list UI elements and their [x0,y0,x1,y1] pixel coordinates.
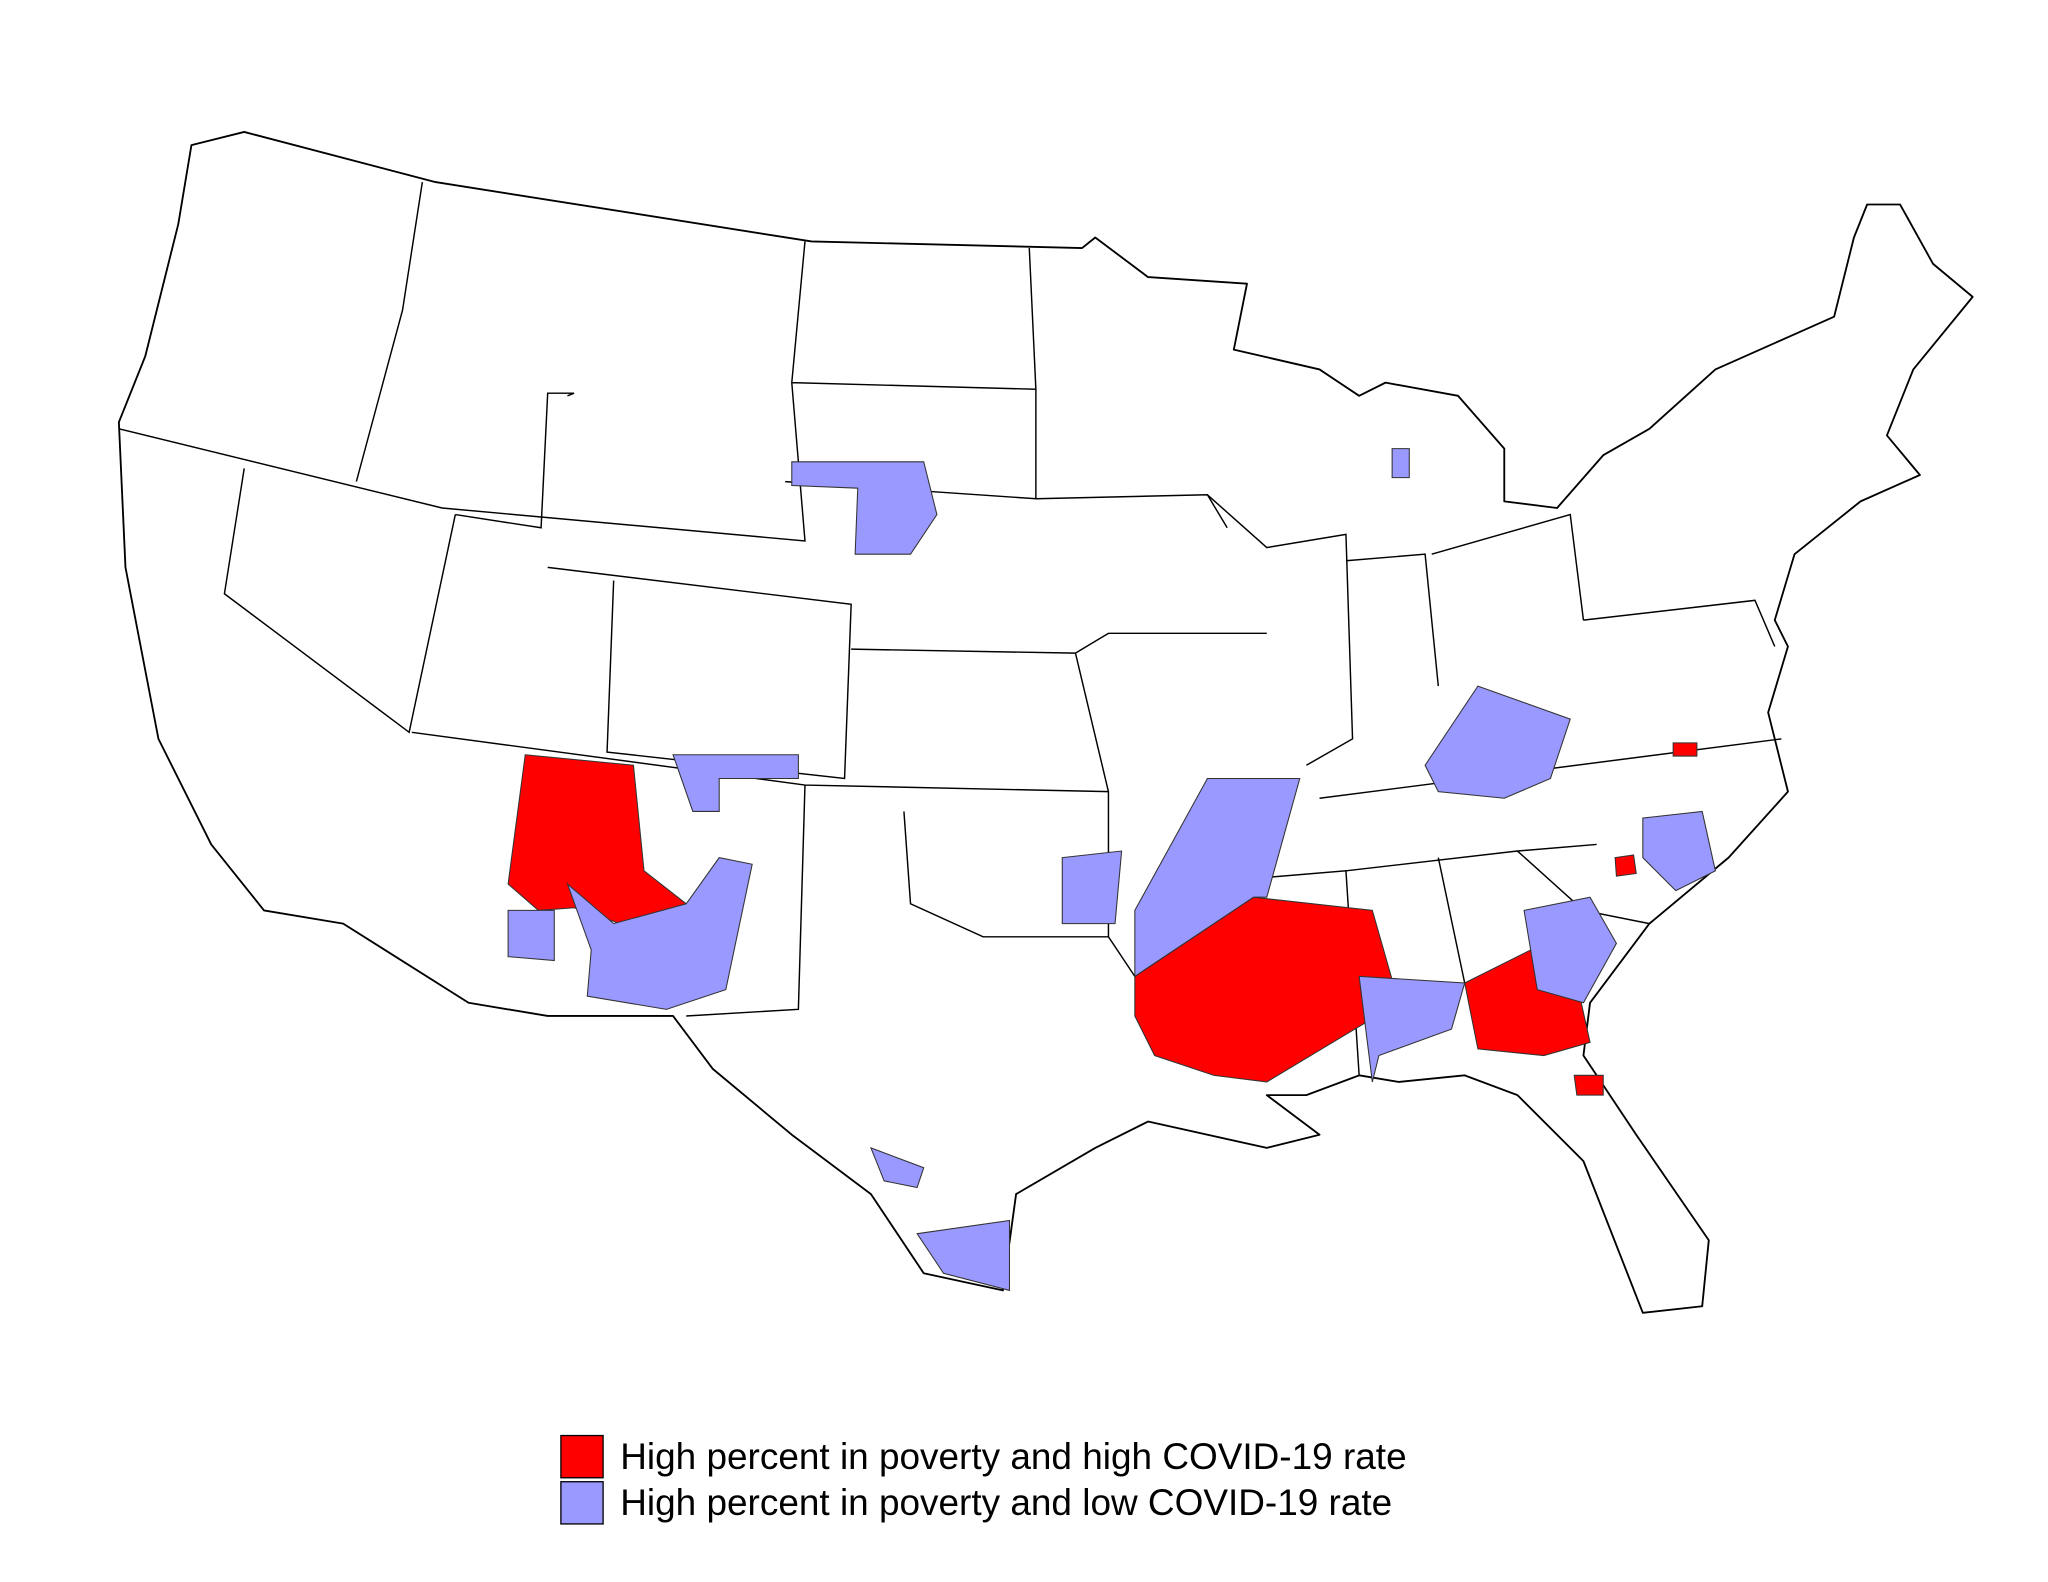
legend-swatch [560,1434,604,1479]
region [672,754,799,812]
state-borders [118,181,1782,1076]
legend-label: High percent in poverty and low COVID-19… [620,1482,1392,1523]
region [1391,448,1410,479]
region [1134,896,1400,1083]
legend-swatch [560,1481,604,1525]
region [791,461,938,555]
legend-label: High percent in poverty and high COVID-1… [620,1436,1406,1477]
region [870,1146,925,1189]
region [1523,896,1618,1004]
region [1358,975,1466,1083]
low-covid-regions [507,448,1716,1292]
region [916,1219,1011,1292]
legend: High percent in poverty and high COVID-1… [560,1434,1407,1525]
high-covid-regions [507,742,1698,1096]
region [1573,1074,1604,1096]
region [1642,810,1716,892]
region [1672,742,1698,757]
region [1061,850,1123,925]
region [507,909,555,962]
region [566,857,753,1010]
region [1614,854,1637,877]
region [1134,777,1301,978]
state-border [118,181,1782,1076]
region [1424,685,1571,799]
